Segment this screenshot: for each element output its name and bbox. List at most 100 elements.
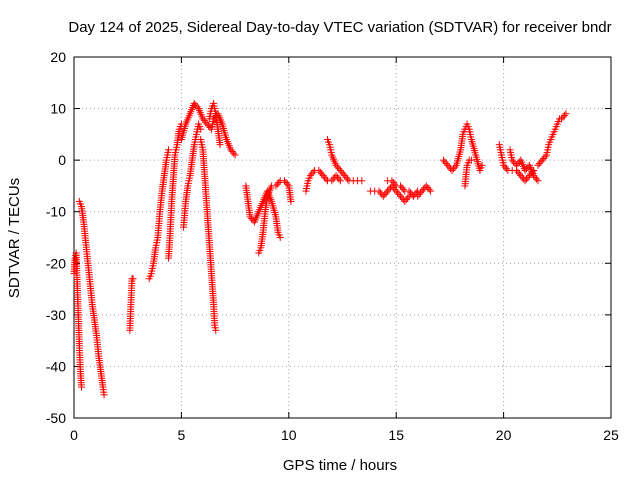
y-tick-label: -40 bbox=[46, 358, 66, 374]
data-point bbox=[441, 158, 449, 166]
data-point bbox=[523, 165, 531, 173]
data-point bbox=[514, 168, 522, 176]
data-point bbox=[275, 178, 283, 186]
data-point bbox=[309, 168, 317, 176]
data-point bbox=[500, 161, 508, 169]
data-point bbox=[216, 141, 224, 149]
data-point bbox=[451, 163, 459, 171]
data-point bbox=[521, 177, 529, 185]
data-point bbox=[341, 172, 349, 180]
data-point bbox=[533, 175, 541, 183]
data-point bbox=[308, 170, 316, 178]
y-tick-label: 0 bbox=[58, 152, 66, 168]
data-point bbox=[404, 194, 412, 202]
data-point bbox=[315, 166, 323, 174]
data-point bbox=[281, 177, 289, 185]
data-point bbox=[515, 170, 523, 178]
x-tick-label: 0 bbox=[70, 427, 78, 443]
data-point bbox=[448, 166, 456, 174]
data-point bbox=[384, 187, 392, 195]
y-tick-label: 20 bbox=[50, 49, 66, 65]
data-point bbox=[192, 101, 200, 109]
data-point bbox=[336, 177, 344, 185]
data-point bbox=[558, 115, 566, 123]
data-point bbox=[508, 156, 516, 164]
data-point bbox=[535, 160, 543, 168]
data-point bbox=[425, 185, 433, 193]
x-tick-label: 10 bbox=[281, 427, 297, 443]
data-point bbox=[402, 196, 410, 204]
data-point bbox=[399, 185, 407, 193]
y-tick-label: -20 bbox=[46, 255, 66, 271]
chart-title: Day 124 of 2025, Sidereal Day-to-day VTE… bbox=[68, 19, 611, 36]
data-point bbox=[398, 184, 406, 192]
data-point bbox=[282, 178, 290, 186]
data-point bbox=[316, 168, 324, 176]
data-point bbox=[389, 178, 397, 186]
y-tick-label: 10 bbox=[50, 101, 66, 117]
y-tick-label: -50 bbox=[46, 410, 66, 426]
data-point bbox=[524, 173, 532, 181]
grid-layer bbox=[74, 57, 611, 418]
plot-frame bbox=[73, 56, 612, 419]
data-point bbox=[306, 172, 314, 180]
data-point bbox=[197, 125, 205, 133]
data-point bbox=[342, 173, 350, 181]
data-point bbox=[442, 160, 450, 168]
data-point bbox=[540, 154, 548, 162]
data-point bbox=[78, 383, 86, 391]
data-point bbox=[405, 187, 413, 195]
x-tick-label: 5 bbox=[178, 427, 186, 443]
data-point bbox=[205, 122, 213, 130]
data-point bbox=[212, 326, 220, 334]
data-point bbox=[391, 180, 399, 188]
data-point bbox=[411, 191, 419, 199]
data-point bbox=[230, 149, 238, 157]
data-point bbox=[273, 180, 281, 188]
data-point bbox=[322, 175, 330, 183]
data-point bbox=[534, 161, 542, 169]
data-point bbox=[332, 161, 340, 169]
data-point bbox=[394, 189, 402, 197]
data-point bbox=[396, 192, 404, 200]
data-point bbox=[422, 182, 430, 190]
data-point bbox=[344, 175, 352, 183]
data-point bbox=[514, 160, 522, 168]
data-point bbox=[333, 173, 341, 181]
data-point bbox=[537, 158, 545, 166]
data-point bbox=[414, 187, 422, 195]
data-point bbox=[283, 180, 291, 188]
data-point bbox=[321, 173, 329, 181]
data-point bbox=[512, 161, 520, 169]
data-point bbox=[467, 156, 475, 164]
data-point bbox=[444, 161, 452, 169]
data-point bbox=[272, 182, 280, 190]
data-point bbox=[333, 163, 341, 171]
data-point bbox=[521, 166, 529, 174]
data-point bbox=[449, 165, 457, 173]
data-point bbox=[478, 161, 486, 169]
data-point bbox=[165, 146, 173, 154]
data-point bbox=[395, 191, 403, 199]
data-point bbox=[560, 111, 568, 119]
data-point bbox=[339, 170, 347, 178]
data-point bbox=[396, 182, 404, 190]
data-point bbox=[412, 189, 420, 197]
y-axis-label: SDTVAR / TECUs bbox=[6, 178, 23, 298]
data-points-layer bbox=[70, 99, 570, 399]
data-point bbox=[559, 113, 567, 121]
data-point bbox=[523, 175, 531, 183]
data-point bbox=[287, 197, 295, 205]
data-point bbox=[424, 184, 432, 192]
data-point bbox=[332, 172, 340, 180]
data-point bbox=[401, 197, 409, 205]
data-point bbox=[541, 153, 549, 161]
data-point bbox=[246, 213, 254, 221]
x-tick-label: 25 bbox=[603, 427, 619, 443]
y-tick-label: -30 bbox=[46, 307, 66, 323]
data-point bbox=[530, 172, 538, 180]
data-point bbox=[501, 163, 509, 171]
data-point bbox=[193, 103, 201, 111]
data-point bbox=[538, 156, 546, 164]
